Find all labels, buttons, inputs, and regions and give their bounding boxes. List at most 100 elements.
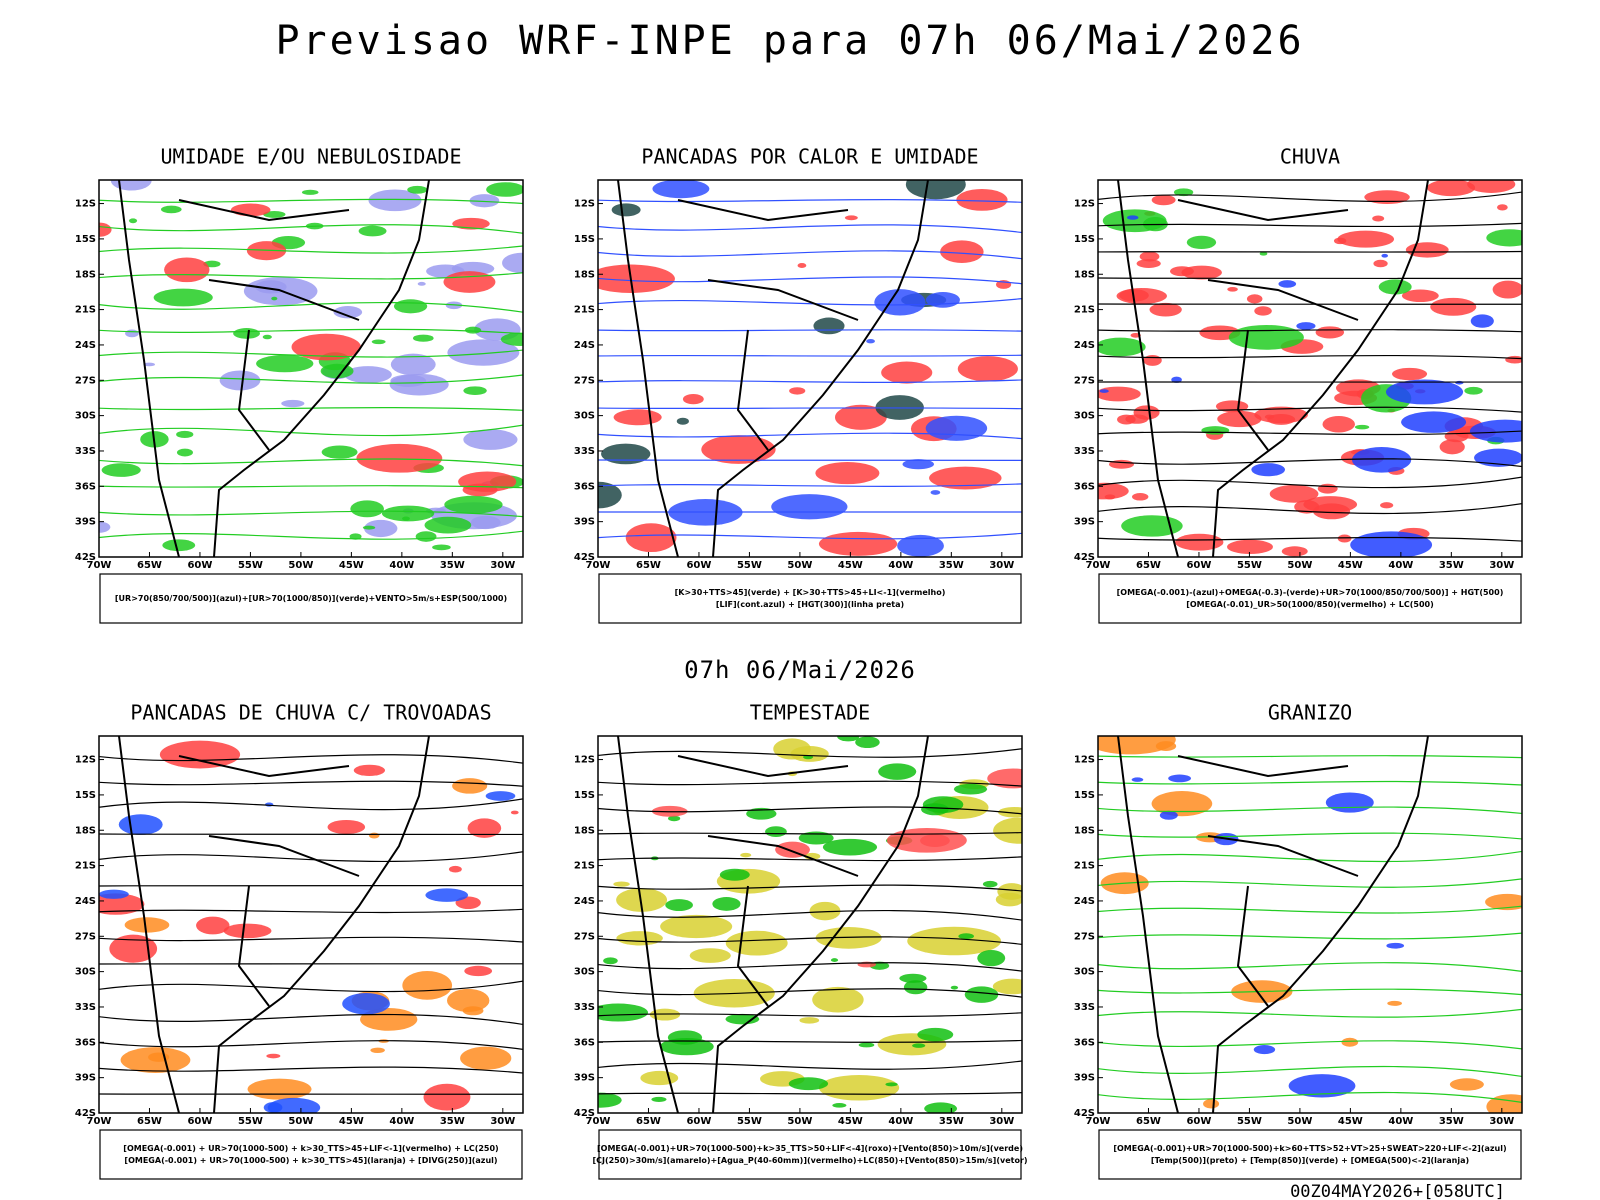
field-area: [1322, 415, 1355, 433]
contour-line: [99, 424, 523, 437]
field-area: [837, 736, 860, 742]
field-area: [1269, 484, 1319, 503]
contour-line: [598, 532, 1022, 540]
contour-line: [99, 798, 523, 811]
field-area: [1427, 180, 1476, 197]
field-area: [358, 225, 387, 237]
field-area: [344, 366, 392, 384]
field-area: [874, 289, 926, 316]
field-area: [1430, 297, 1477, 316]
lon-label: 55W: [737, 560, 762, 571]
field-area: [424, 516, 472, 534]
contour-line: [99, 198, 523, 205]
field-area: [371, 339, 386, 345]
contour-line: [598, 432, 1022, 440]
field-area: [99, 521, 111, 533]
lat-label: 36S: [75, 1037, 96, 1048]
field-area: [725, 1013, 760, 1025]
field-area: [676, 417, 689, 425]
field-area: [223, 923, 272, 939]
field-area: [912, 1043, 926, 1048]
lat-label: 36S: [75, 481, 96, 492]
field-area: [771, 494, 848, 520]
contour-line: [1098, 502, 1522, 515]
field-area: [460, 1046, 512, 1070]
lon-label: 40W: [1388, 1116, 1413, 1127]
field-area: [263, 210, 286, 218]
contour-line: [598, 806, 1022, 815]
panel-title: PANCADAS POR CALOR E UMIDADE: [641, 145, 978, 169]
contour-line: [1098, 1040, 1522, 1050]
lat-label: 42S: [75, 1108, 96, 1119]
lon-label: 70W: [87, 1116, 112, 1127]
lat-label: 30S: [75, 411, 96, 422]
panel-title: CHUVA: [1280, 145, 1340, 169]
lon-label: 60W: [187, 560, 212, 571]
contour-line: [1098, 988, 1522, 996]
lat-label: 42S: [75, 552, 96, 563]
coastline: [118, 180, 430, 557]
footer: 00Z04MAY2026+[058UTC]: [1290, 1182, 1505, 1200]
field-area: [368, 189, 422, 212]
lat-label: 21S: [1074, 305, 1095, 316]
lat-label: 21S: [574, 305, 595, 316]
field-area: [917, 1027, 954, 1042]
field-area: [1372, 215, 1385, 222]
lat-label: 39S: [75, 517, 96, 528]
field-area: [1151, 791, 1213, 817]
contour-line: [99, 328, 523, 335]
contour-line: [99, 485, 523, 489]
field-area: [1341, 1037, 1359, 1047]
lat-label: 42S: [574, 1108, 595, 1119]
map-panel: UMIDADE E/OU NEBULOSIDADE 12S 15S 18S 21S 24S…: [75, 145, 524, 624]
field-area: [101, 463, 141, 477]
lon-label: 60W: [686, 1116, 711, 1127]
field-area: [924, 1102, 958, 1113]
field-area: [407, 185, 428, 194]
contour-line: [1098, 1008, 1522, 1018]
field-area: [1364, 190, 1410, 205]
field-area: [1381, 253, 1388, 258]
lon-label: 65W: [636, 560, 661, 571]
field-area: [603, 957, 618, 965]
lat-label: 39S: [75, 1073, 96, 1084]
field-area: [1281, 546, 1308, 557]
field-area: [1354, 424, 1370, 430]
lat-label: 30S: [574, 967, 595, 978]
lat-label: 15S: [1074, 234, 1095, 245]
map-content: [1098, 736, 1522, 1113]
contour-line: [99, 833, 523, 836]
field-area: [1380, 502, 1394, 509]
legend-text: [CJ(250)>30m/s](amarelo)+[Agua_P(40-60mm…: [592, 1156, 1027, 1165]
field-area: [485, 791, 516, 801]
field-area: [601, 443, 651, 465]
contour-line: [598, 856, 1022, 862]
lat-label: 18S: [1074, 825, 1095, 836]
lat-label: 39S: [1074, 1073, 1095, 1084]
lat-label: 24S: [1074, 896, 1095, 907]
lon-label: 45W: [838, 1116, 863, 1127]
lat-label: 27S: [574, 375, 595, 386]
field-area: [1317, 483, 1338, 494]
contour-line: [598, 329, 1022, 332]
panel-title: TEMPESTADE: [750, 701, 870, 725]
field-area: [510, 810, 519, 815]
field-area: [1264, 414, 1275, 420]
lon-label: 40W: [888, 560, 913, 571]
contour-line: [598, 1060, 1022, 1070]
legend-text: [UR>70(850/700/500)](azul)+[UR>70(1000/8…: [115, 594, 507, 603]
field-area: [1246, 294, 1263, 304]
contour-line: [99, 510, 523, 518]
field-area: [1149, 302, 1182, 317]
legend-text: [OMEGA(-0.001) + UR>70(1000-500) + k>30_…: [123, 1144, 498, 1153]
lat-label: 12S: [75, 199, 96, 210]
lon-label: 30W: [1489, 1116, 1514, 1127]
lat-label: 39S: [574, 1073, 595, 1084]
coastline: [1117, 736, 1429, 1113]
legend-text: [OMEGA(-0.001)-(azul)+OMEGA(-0.3)-(verde…: [1117, 588, 1504, 597]
contour-line: [99, 980, 523, 993]
lat-label: 36S: [1074, 481, 1095, 492]
lon-label: 45W: [339, 560, 364, 571]
field-area: [818, 531, 898, 556]
field-area: [1337, 230, 1395, 248]
